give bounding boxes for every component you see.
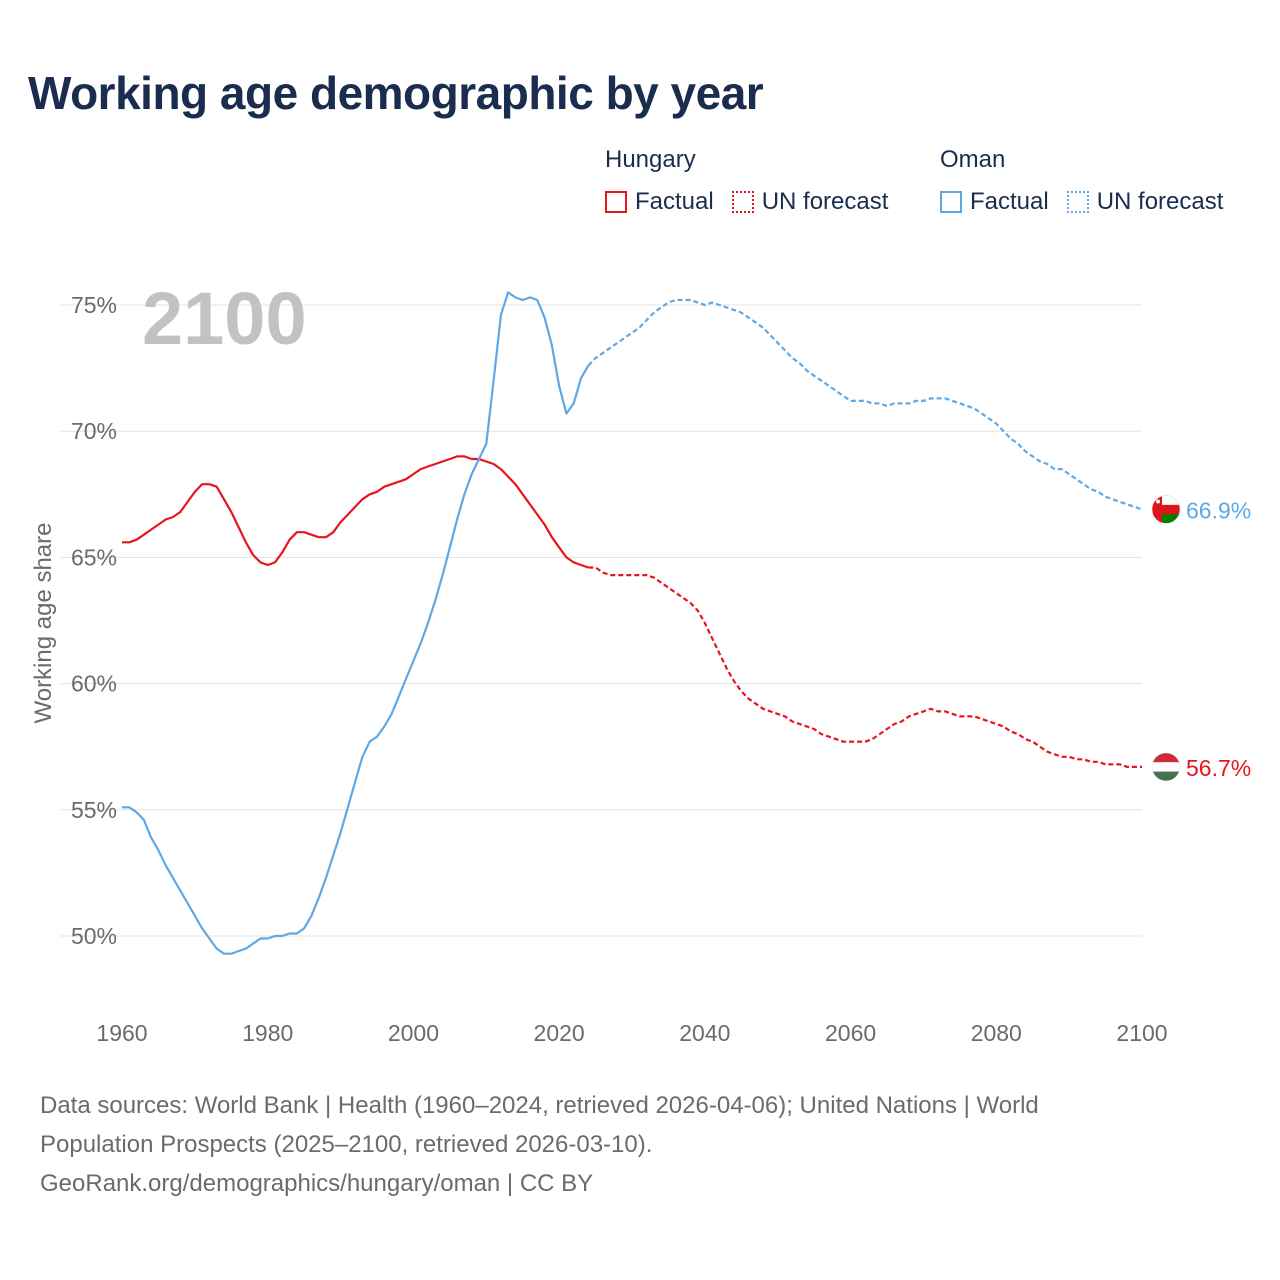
source-note-line: Data sources: World Bank | Health (1960–… <box>40 1092 1039 1119</box>
oman-forecast-line <box>587 298 1143 511</box>
y-tick-label: 50% <box>71 923 117 949</box>
oman-factual-line <box>122 291 590 955</box>
solid-swatch-icon <box>940 191 962 213</box>
legend-oman-factual[interactable]: Factual <box>940 188 1049 216</box>
dotted-swatch-icon <box>731 191 754 213</box>
legend-hungary-factual[interactable]: Factual <box>605 188 714 216</box>
legend-group-name: Oman <box>940 146 1006 173</box>
x-tick-label: 2100 <box>1116 1020 1167 1046</box>
hungary-forecast-line <box>588 566 1142 768</box>
year-label: 2100 <box>142 277 307 360</box>
dotted-swatch-icon <box>1066 191 1089 213</box>
attribution[interactable]: GeoRank.org/demographics/hungary/oman | … <box>40 1170 594 1197</box>
legend-oman-forecast[interactable]: UN forecast <box>1066 188 1224 216</box>
x-tick-label: 2000 <box>388 1020 439 1046</box>
y-tick-label: 75% <box>71 292 117 318</box>
x-tick-label: 2020 <box>534 1020 585 1046</box>
x-tick-label: 2080 <box>971 1020 1022 1046</box>
y-tick-label: 65% <box>71 544 117 570</box>
legend-label: Factual <box>635 188 714 215</box>
solid-swatch-icon <box>605 191 627 213</box>
legend-label: UN forecast <box>1096 188 1224 215</box>
x-tick-label: 2060 <box>825 1020 876 1046</box>
hungary-flag-icon <box>1151 752 1181 782</box>
chart-title: Working age demographic by year <box>28 67 764 119</box>
y-tick-label: 70% <box>71 418 117 444</box>
hungary-factual-line <box>122 455 589 569</box>
y-tick-label: 60% <box>71 671 117 697</box>
x-tick-label: 2040 <box>679 1020 730 1046</box>
y-tick-label: 55% <box>71 797 117 823</box>
oman-flag-icon <box>1151 495 1181 524</box>
legend-group-oman: Oman Factual UN forecast <box>940 146 1241 216</box>
x-tick-label: 1980 <box>242 1020 293 1046</box>
legend-hungary-forecast[interactable]: UN forecast <box>731 188 889 216</box>
source-note-line: Population Prospects (2025–2100, retriev… <box>40 1131 653 1158</box>
legend-group-hungary: Hungary Factual UN forecast <box>605 146 906 216</box>
hungary-end-value-label: 56.7% <box>1186 755 1251 781</box>
legend-label: UN forecast <box>761 188 889 215</box>
x-tick-label: 1960 <box>96 1020 147 1046</box>
oman-end-value-label: 66.9% <box>1186 497 1251 523</box>
legend-label: Factual <box>970 188 1049 215</box>
footer: Data sources: World Bank | Health (1960–… <box>40 1086 1190 1203</box>
legend-group-name: Hungary <box>605 146 696 173</box>
y-axis-label: Working age share <box>30 523 57 724</box>
